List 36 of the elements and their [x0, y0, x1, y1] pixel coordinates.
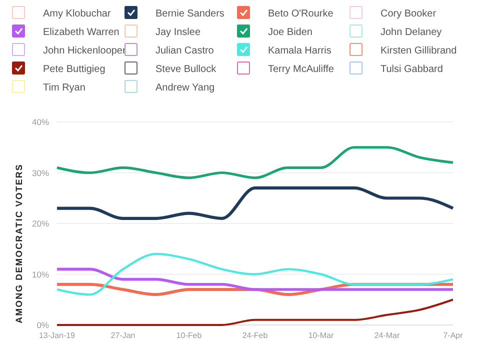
x-tick-label: 10-Feb — [176, 331, 202, 340]
legend-label: Tulsi Gabbard — [380, 64, 443, 75]
line-series — [56, 146, 454, 180]
legend-label: Jay Inslee — [156, 27, 201, 38]
legend-label: Beto O'Rourke — [268, 8, 334, 20]
legend-label: Steve Bullock — [156, 64, 218, 75]
line-series — [56, 252, 454, 296]
legend-label: Bernie Sanders — [156, 8, 224, 20]
legend-label: Terry McAuliffe — [268, 64, 334, 75]
x-tick-label: 27-Jan — [110, 331, 136, 340]
y-tick-label: 40% — [32, 117, 50, 127]
legend-label: Amy Klobuchar — [43, 8, 112, 20]
legend-label: John Delaney — [380, 27, 442, 38]
legend-label: Elizabeth Warren — [43, 27, 120, 38]
legend-label: Tim Ryan — [43, 82, 86, 94]
y-tick-label: 10% — [32, 269, 50, 280]
x-tick-label: 13-Jan-19 — [38, 331, 76, 340]
line-series — [56, 298, 454, 326]
legend-label: Kirsten Gillibrand — [380, 46, 457, 56]
legend-label: Cory Booker — [380, 8, 437, 20]
legend-label: John Hickenlooper — [43, 46, 126, 56]
legend-label: Andrew Yang — [156, 82, 215, 94]
x-tick-label: 24-Mar — [374, 331, 400, 340]
y-tick-label: 30% — [32, 168, 50, 178]
x-tick-label: 24-Feb — [242, 331, 268, 340]
y-axis-title: AMONG DEMOCRATIC VOTERS — [14, 164, 24, 324]
legend-label: Pete Buttigieg — [43, 64, 106, 75]
y-tick-label: 20% — [32, 218, 50, 228]
line-series — [55, 186, 455, 220]
y-tick-label: 0% — [36, 320, 50, 330]
line-series — [56, 268, 454, 291]
x-tick-label: 7-Apr — [443, 331, 464, 340]
legend-label: Julian Castro — [156, 46, 214, 56]
legend-label: Kamala Harris — [268, 46, 332, 56]
x-tick-label: 10-Mar — [308, 331, 334, 340]
legend-label: Joe Biden — [268, 27, 312, 38]
